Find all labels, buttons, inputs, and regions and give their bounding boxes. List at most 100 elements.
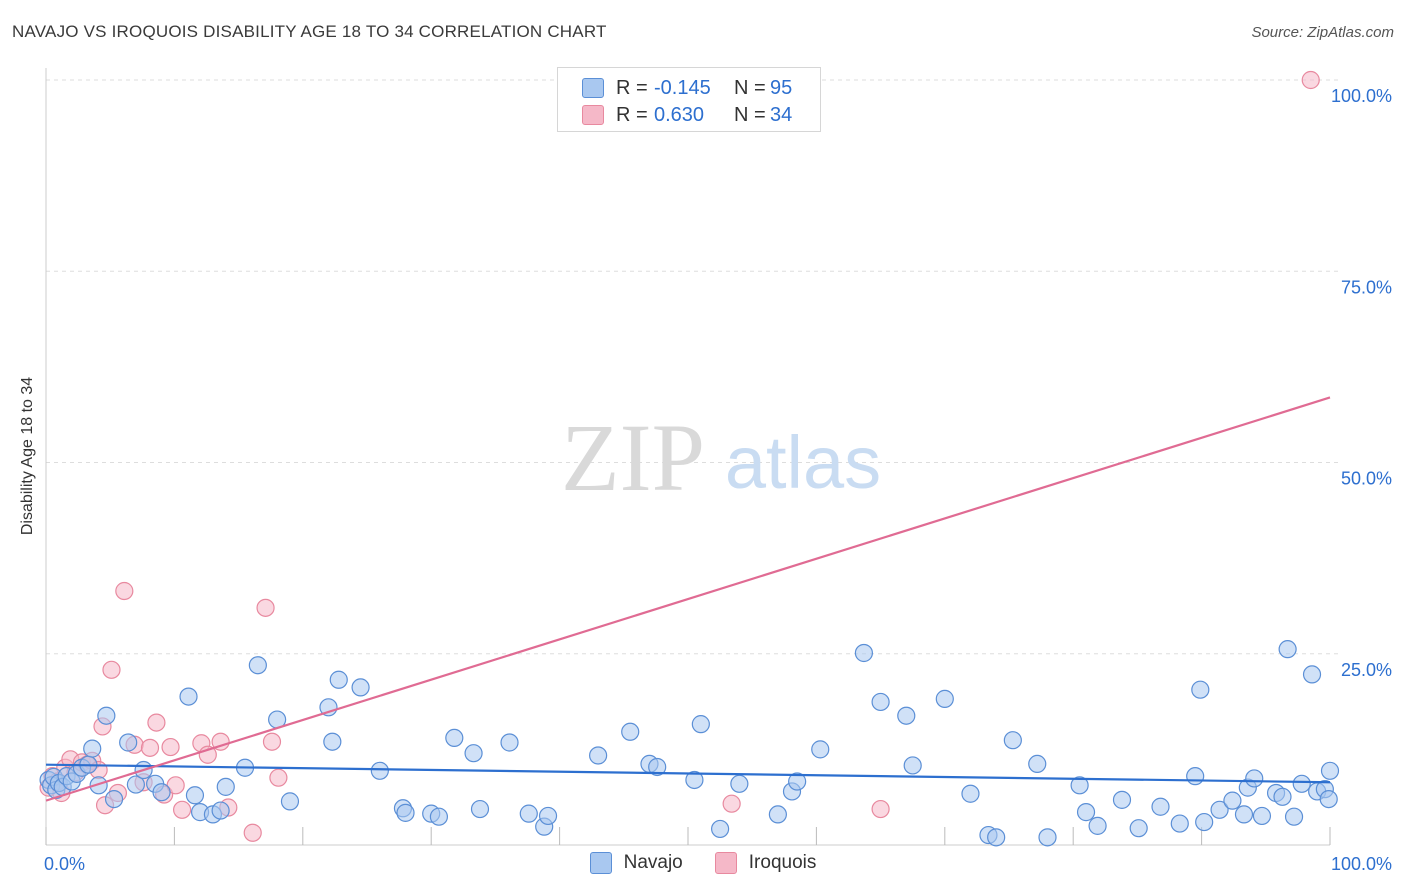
navajo-point <box>83 739 102 758</box>
navajo-trend-line <box>45 763 1331 784</box>
r-label: R = <box>616 103 648 126</box>
navajo-point <box>1076 803 1096 822</box>
navajo-swatch <box>582 78 604 98</box>
n-value: 34 <box>770 103 793 126</box>
iroquois-point <box>102 660 121 679</box>
navajo-point <box>1186 767 1205 786</box>
navajo-point <box>1252 806 1272 826</box>
navajo-point <box>119 733 138 752</box>
navajo-point <box>589 746 608 765</box>
stats-legend: R = -0.145 N = 95 R = 0.630 N = 34 <box>557 67 821 132</box>
iroquois-point <box>871 799 890 819</box>
navajo-point <box>1302 665 1322 684</box>
iroquois-point <box>262 732 282 751</box>
navajo-point <box>351 678 370 697</box>
navajo-point <box>1003 731 1022 750</box>
y-tick-label: 75.0% <box>1341 277 1392 297</box>
iroquois-swatch <box>714 852 737 874</box>
navajo-point <box>1129 819 1148 838</box>
navajo-point <box>710 819 730 839</box>
navajo-point <box>445 728 464 748</box>
iroquois-swatch <box>582 105 604 125</box>
navajo-point <box>1234 805 1254 824</box>
iroquois-point <box>173 800 192 819</box>
source-credit: Source: ZipAtlas.com <box>1251 24 1394 41</box>
legend-label-navajo: Navajo <box>623 852 683 873</box>
navajo-point <box>323 732 342 751</box>
iroquois-point <box>1301 70 1320 90</box>
navajo-point <box>97 706 116 725</box>
navajo-point <box>1210 800 1229 819</box>
chart-title: NAVAJO VS IROQUOIS DISABILITY AGE 18 TO … <box>12 22 607 41</box>
watermark-zip: ZIP <box>561 404 705 511</box>
navajo-points <box>39 640 1340 847</box>
navajo-point <box>648 757 667 777</box>
navajo-point <box>370 761 389 780</box>
navajo-point <box>1070 776 1089 795</box>
navajo-point <box>89 776 108 795</box>
navajo-point <box>248 656 267 675</box>
navajo-point <box>211 801 230 820</box>
iroquois-point <box>161 737 180 757</box>
navajo-point <box>1038 828 1057 847</box>
navajo-point <box>464 744 483 763</box>
series-legend: Navajo Iroquois <box>0 852 1406 874</box>
iroquois-point <box>115 581 134 601</box>
navajo-point <box>1273 787 1292 806</box>
navajo-point <box>903 756 922 775</box>
iroquois-point <box>147 713 166 732</box>
iroquois-point <box>211 732 230 751</box>
navajo-point <box>538 806 558 826</box>
y-tick-label: 50.0% <box>1341 469 1392 489</box>
navajo-point <box>1028 754 1047 774</box>
iroquois-trend-line <box>45 396 1331 802</box>
watermark-atlas: atlas <box>725 421 881 504</box>
navajo-point <box>280 792 300 811</box>
legend-item-iroquois[interactable]: Iroquois <box>714 852 817 874</box>
n-value: 95 <box>770 76 793 99</box>
legend-row-navajo: R = -0.145 N = 95 <box>582 75 792 101</box>
navajo-point <box>685 770 704 790</box>
legend-label-iroquois: Iroquois <box>748 852 817 873</box>
navajo-point <box>1151 797 1170 816</box>
iroquois-point <box>269 768 288 787</box>
x-tick-labels: 0.0% 100.0% <box>44 854 1392 874</box>
x-tick-label-max: 100.0% <box>1331 854 1392 874</box>
navajo-point <box>621 722 640 741</box>
navajo-point <box>1223 791 1242 810</box>
navajo-point <box>179 687 198 706</box>
n-label: N = <box>734 76 766 99</box>
grid-lines <box>46 79 1338 655</box>
navajo-point <box>396 803 415 822</box>
navajo-point <box>961 784 980 803</box>
legend-item-navajo[interactable]: Navajo <box>589 852 683 874</box>
navajo-point <box>1191 680 1210 699</box>
navajo-point <box>152 783 171 802</box>
navajo-point <box>1245 769 1264 788</box>
y-tick-label: 25.0% <box>1341 660 1392 680</box>
y-tick-label: 100.0% <box>1331 86 1392 106</box>
navajo-point <box>185 786 205 805</box>
iroquois-point <box>256 598 275 617</box>
navajo-point <box>1284 807 1304 826</box>
navajo-point <box>730 774 749 793</box>
navajo-point <box>519 804 538 823</box>
iroquois-point <box>243 823 262 842</box>
navajo-swatch <box>589 852 612 874</box>
navajo-point <box>500 733 519 752</box>
navajo-point <box>1278 640 1297 659</box>
navajo-point <box>935 689 954 708</box>
navajo-point <box>1292 774 1311 793</box>
navajo-point <box>854 643 874 663</box>
navajo-point <box>104 789 124 809</box>
navajo-point <box>1320 761 1340 780</box>
navajo-point <box>1112 790 1132 809</box>
n-label: N = <box>734 103 766 126</box>
legend-row-iroquois: R = 0.630 N = 34 <box>582 102 792 128</box>
navajo-point <box>329 670 348 689</box>
trend-lines <box>45 396 1331 802</box>
navajo-point <box>1195 812 1214 832</box>
axes <box>45 68 1331 846</box>
navajo-point <box>1170 814 1189 833</box>
